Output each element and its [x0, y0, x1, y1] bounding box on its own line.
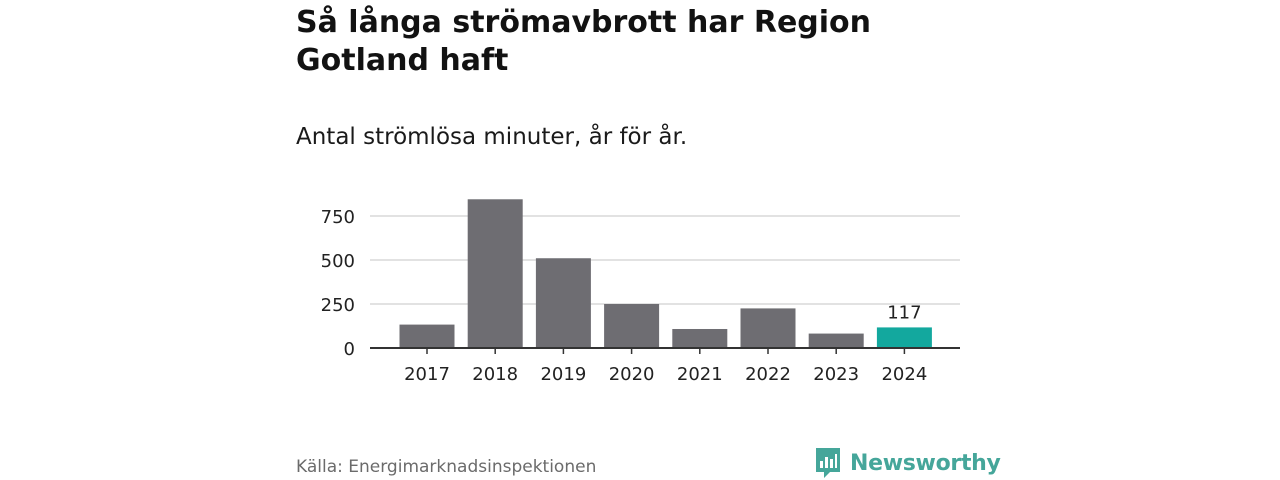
newsworthy-logo-icon: [816, 448, 840, 478]
x-tick-label-2023: 2023: [813, 364, 859, 385]
bar-chart: 0 250 500 750 2017 2018 2019 2020 2021 2022 2023 20…: [321, 199, 960, 385]
x-tick-label-2022: 2022: [745, 364, 791, 385]
data-label-2024: 117: [887, 302, 921, 323]
y-tick-label-750: 750: [321, 207, 355, 228]
x-tick-label-2019: 2019: [540, 364, 586, 385]
bar-2021: [672, 328, 728, 348]
x-tick-label-2020: 2020: [609, 364, 655, 385]
y-tick-label-250: 250: [321, 295, 355, 316]
bar-2023: [808, 333, 864, 348]
x-tick-label-2024: 2024: [881, 364, 927, 385]
bar-2019: [535, 258, 591, 348]
y-tick-label-0: 0: [344, 339, 355, 360]
x-tick-label-2021: 2021: [677, 364, 723, 385]
y-tick-label-500: 500: [321, 251, 355, 272]
x-tick-label-2018: 2018: [472, 364, 518, 385]
chart-subtitle: Antal strömlösa minuter, år för år.: [296, 124, 688, 150]
bar-2018: [467, 199, 523, 348]
bar-2022: [740, 308, 796, 348]
source-note: Källa: Energimarknadsinspektionen: [296, 457, 597, 477]
brand-logo: Newsworthy: [814, 446, 1001, 480]
chart-title: Så långa strömavbrott har Region Gotland…: [296, 5, 872, 78]
bar-2024: [876, 327, 932, 348]
bar-2017: [399, 324, 455, 348]
bar-2020: [604, 304, 660, 348]
x-tick-label-2017: 2017: [404, 364, 450, 385]
brand-name: Newsworthy: [850, 450, 1001, 476]
